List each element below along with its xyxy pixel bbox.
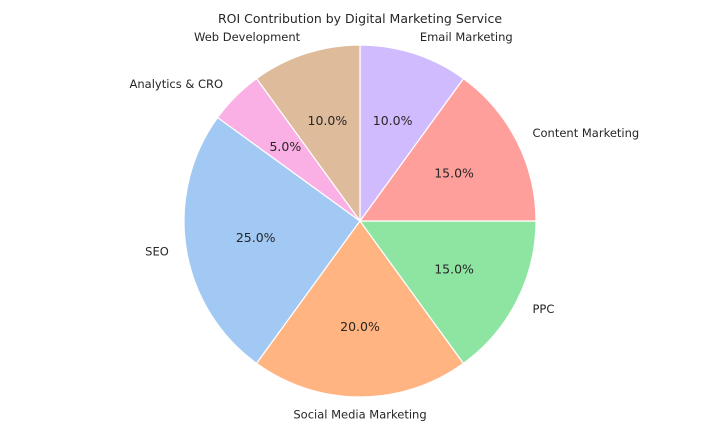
pct-label-social-media-marketing: 20.0% bbox=[340, 319, 380, 334]
pct-label-email-marketing: 10.0% bbox=[373, 113, 413, 128]
pie-slice-content-marketing bbox=[358, 77, 537, 222]
category-label-email-marketing: Email Marketing bbox=[420, 30, 513, 44]
category-label-seo: SEO bbox=[145, 244, 169, 258]
pct-label-web-development: 10.0% bbox=[308, 113, 348, 128]
pie-slice-seo bbox=[183, 116, 361, 365]
chart-title: ROI Contribution by Digital Marketing Se… bbox=[218, 11, 502, 26]
pie-slice-web-development bbox=[255, 44, 361, 223]
pie-slice-ppc bbox=[358, 220, 537, 365]
category-label-web-development: Web Development bbox=[194, 30, 301, 44]
pie-slice-email-marketing bbox=[359, 44, 465, 223]
category-label-ppc: PPC bbox=[532, 302, 554, 316]
pie-labels: 25.0% SEO 20.0% Social Media Marketing 15.0%… bbox=[130, 30, 640, 422]
pct-label-content-marketing: 15.0% bbox=[434, 166, 474, 181]
pct-label-analytics-and-cro: 5.0% bbox=[269, 139, 301, 154]
pct-label-ppc: 15.0% bbox=[434, 261, 474, 276]
pie-slice-analytics-and-cro bbox=[216, 77, 361, 222]
category-label-content-marketing: Content Marketing bbox=[532, 126, 639, 140]
pie-slices bbox=[183, 44, 537, 398]
pie-slice-social-media-marketing bbox=[255, 219, 465, 398]
category-label-analytics-and-cro: Analytics & CRO bbox=[130, 77, 224, 91]
category-label-social-media-marketing: Social Media Marketing bbox=[293, 408, 426, 422]
pct-label-seo: 25.0% bbox=[236, 230, 276, 245]
